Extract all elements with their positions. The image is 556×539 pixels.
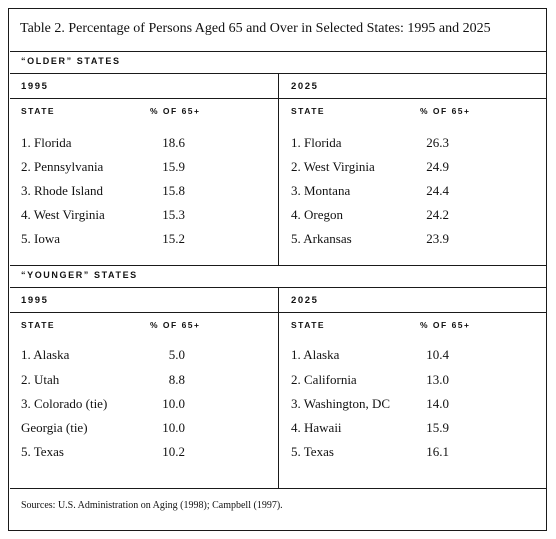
table-row: 4. Hawaii 15.9 (291, 420, 449, 436)
year-label: 2025 (291, 295, 319, 306)
pct-value: 24.9 (426, 159, 449, 174)
state-name: 3. Rhode Island (21, 183, 103, 198)
pct-value: 5.0 (168, 347, 185, 362)
state-name: 3. Colorado (tie) (21, 396, 108, 411)
pct-value: 18.6 (162, 135, 185, 150)
state-name: Georgia (tie) (21, 420, 88, 435)
table-frame (8, 8, 547, 531)
table-row: 5. Texas 10.2 (21, 444, 185, 460)
table-row: 3. Rhode Island 15.8 (21, 183, 185, 199)
pct-value: 15.9 (426, 420, 449, 435)
state-name: 5. Texas (291, 444, 334, 459)
divider (10, 265, 546, 266)
state-name: 4. Hawaii (291, 420, 342, 435)
state-name: 5. Arkansas (291, 231, 352, 246)
column-header-pct: % OF 65+ (150, 106, 201, 116)
pct-value: 13.0 (426, 372, 449, 387)
column-header-state: STATE (21, 320, 56, 330)
table-row: 2. California 13.0 (291, 372, 449, 388)
pct-value: 26.3 (426, 135, 449, 150)
pct-value: 15.8 (162, 183, 185, 198)
divider (10, 98, 546, 99)
column-header-pct: % OF 65+ (420, 106, 471, 116)
state-name: 1. Florida (291, 135, 342, 150)
divider (10, 51, 546, 52)
pct-value: 10.0 (162, 420, 185, 435)
table-row: 2. Pennsylvania 15.9 (21, 159, 185, 175)
table-row: 1. Florida 26.3 (291, 135, 449, 151)
table-row: 4. Oregon 24.2 (291, 207, 449, 223)
state-name: 5. Iowa (21, 231, 60, 246)
table-title: Table 2. Percentage of Persons Aged 65 a… (20, 21, 491, 36)
column-divider (278, 287, 279, 488)
table-row: 3. Montana 24.4 (291, 183, 449, 199)
state-name: 4. Oregon (291, 207, 343, 222)
state-name: 1. Alaska (21, 347, 70, 362)
state-name: 4. West Virginia (21, 207, 105, 222)
table-row: 1. Florida 18.6 (21, 135, 185, 151)
year-label: 1995 (21, 81, 49, 92)
state-name: 1. Alaska (291, 347, 340, 362)
pct-value: 10.4 (426, 347, 449, 362)
table-row: 4. West Virginia 15.3 (21, 207, 185, 223)
pct-value: 23.9 (426, 231, 449, 246)
table-row: 5. Iowa 15.2 (21, 231, 185, 247)
table-row: 2. Utah 8.8 (21, 372, 185, 388)
pct-value: 14.0 (426, 396, 449, 411)
year-label: 1995 (21, 295, 49, 306)
table-row: 1. Alaska 5.0 (21, 347, 185, 363)
column-header-pct: % OF 65+ (150, 320, 201, 330)
sources-note: Sources: U.S. Administration on Aging (1… (21, 500, 283, 511)
state-name: 2. California (291, 372, 357, 387)
state-name: 3. Washington, DC (291, 396, 391, 411)
pct-value: 8.8 (168, 372, 185, 387)
table-row: 3. Colorado (tie) 10.0 (21, 396, 185, 412)
pct-value: 15.2 (162, 231, 185, 246)
table-row: Georgia (tie) 10.0 (21, 420, 185, 436)
column-divider (278, 73, 279, 265)
state-name: 3. Montana (291, 183, 351, 198)
year-label: 2025 (291, 81, 319, 92)
pct-value: 15.3 (162, 207, 185, 222)
pct-value: 15.9 (162, 159, 185, 174)
table-row: 5. Texas 16.1 (291, 444, 449, 460)
pct-value: 24.2 (426, 207, 449, 222)
divider (10, 488, 546, 489)
column-header-state: STATE (291, 320, 326, 330)
table-row: 1. Alaska 10.4 (291, 347, 449, 363)
column-header-pct: % OF 65+ (420, 320, 471, 330)
column-header-state: STATE (291, 106, 326, 116)
table-row: 5. Arkansas 23.9 (291, 231, 449, 247)
divider (10, 312, 546, 313)
state-name: 2. West Virginia (291, 159, 375, 174)
state-name: 2. Utah (21, 372, 60, 387)
section-label-older: “OLDER” STATES (21, 56, 121, 66)
pct-value: 16.1 (426, 444, 449, 459)
table-row: 2. West Virginia 24.9 (291, 159, 449, 175)
state-name: 2. Pennsylvania (21, 159, 104, 174)
state-name: 5. Texas (21, 444, 64, 459)
state-name: 1. Florida (21, 135, 72, 150)
pct-value: 10.0 (162, 396, 185, 411)
pct-value: 10.2 (162, 444, 185, 459)
pct-value: 24.4 (426, 183, 449, 198)
column-header-state: STATE (21, 106, 56, 116)
table-row: 3. Washington, DC 14.0 (291, 396, 449, 412)
section-label-younger: “YOUNGER” STATES (21, 270, 138, 280)
